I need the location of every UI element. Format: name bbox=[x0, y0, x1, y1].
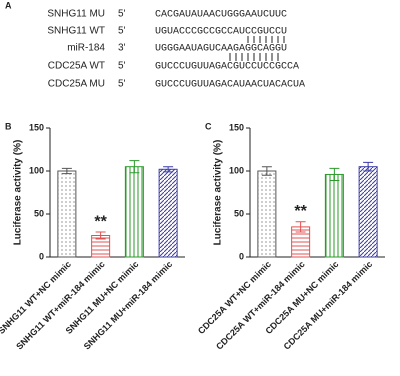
bar bbox=[257, 170, 277, 258]
sequence-end: 5' bbox=[118, 61, 126, 72]
panel-label: A bbox=[5, 0, 12, 10]
bar bbox=[124, 166, 144, 258]
sequence-name: miR-184 bbox=[67, 43, 105, 54]
sequence-name: CDC25A MU bbox=[48, 79, 105, 90]
error-bar bbox=[163, 166, 174, 173]
bar bbox=[57, 170, 77, 258]
sequence: UGUACCCGCCGCCAUCCGUCCU bbox=[155, 27, 287, 38]
sequence-name: SNHG11 MU bbox=[47, 9, 105, 20]
bar bbox=[324, 173, 344, 258]
y-tick-label: 150 bbox=[229, 122, 244, 132]
bar bbox=[358, 166, 378, 258]
significance: ** bbox=[294, 203, 307, 220]
error-bar bbox=[329, 167, 340, 181]
panel-label: C bbox=[205, 121, 212, 131]
error-bar bbox=[129, 160, 140, 174]
sequence-name: CDC25A WT bbox=[48, 61, 105, 72]
y-tick-label: 0 bbox=[39, 251, 44, 261]
error-bar bbox=[95, 231, 106, 240]
y-tick-label: 50 bbox=[34, 208, 44, 218]
y-axis-label: Luciferase activity (%) bbox=[13, 140, 24, 246]
y-tick-label: 100 bbox=[29, 165, 44, 175]
error-bar bbox=[61, 167, 72, 175]
bar bbox=[158, 168, 178, 258]
sequence-end: 5' bbox=[118, 26, 126, 37]
y-tick-label: 0 bbox=[239, 251, 244, 261]
panel-label: B bbox=[5, 121, 12, 131]
sequence-end: 5' bbox=[118, 79, 126, 90]
sequence: GUCCCUGUUAGACAUAACUACACUA bbox=[155, 80, 305, 91]
sequence-end: 5' bbox=[118, 9, 126, 20]
y-tick-label: 150 bbox=[29, 122, 44, 132]
error-bar bbox=[261, 166, 272, 176]
sequence: UGGGAAUAGUCAAGAGGCAGGU bbox=[155, 44, 287, 55]
sequence: GUCCCUGUUAGACGUCCUCCGCCA bbox=[155, 62, 299, 73]
error-bar bbox=[363, 161, 374, 172]
error-bar bbox=[295, 221, 306, 233]
significance: ** bbox=[94, 213, 107, 230]
sequence-name: SNHG11 WT bbox=[47, 26, 105, 37]
y-tick-label: 100 bbox=[229, 165, 244, 175]
y-tick-label: 50 bbox=[234, 208, 244, 218]
y-axis-label: Luciferase activity (%) bbox=[213, 140, 224, 246]
sequence: CACGAUAUAACUGGGAAUCUUC bbox=[155, 10, 287, 21]
sequence-end: 3' bbox=[118, 43, 126, 54]
